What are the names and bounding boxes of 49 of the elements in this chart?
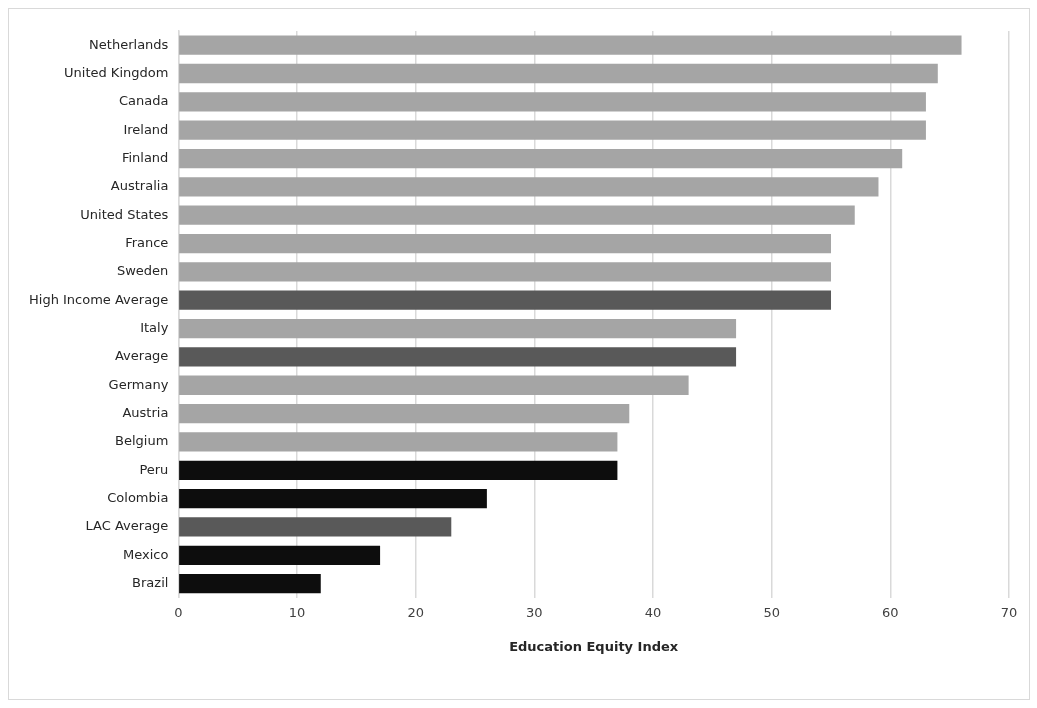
x-tick-label: 0 bbox=[174, 604, 183, 620]
bar bbox=[179, 177, 879, 197]
bar bbox=[179, 63, 938, 84]
bar bbox=[179, 517, 452, 537]
y-tick-label: Colombia bbox=[107, 489, 169, 505]
bar bbox=[179, 375, 689, 395]
bar bbox=[179, 233, 832, 254]
y-tick-label: Germany bbox=[108, 376, 169, 392]
y-tick-label: Average bbox=[114, 348, 169, 364]
y-tick-label: Sweden bbox=[116, 263, 169, 279]
y-tick-label: Australia bbox=[110, 178, 169, 194]
y-tick-label: Canada bbox=[118, 93, 169, 109]
x-tick-label: 50 bbox=[763, 604, 780, 620]
x-tick-label: 40 bbox=[644, 604, 662, 620]
bar bbox=[179, 545, 381, 565]
y-tick-label: United States bbox=[80, 206, 169, 222]
y-tick-label: Belgium bbox=[115, 433, 169, 449]
x-tick-label: 30 bbox=[526, 604, 543, 620]
bar bbox=[179, 488, 487, 509]
bar bbox=[179, 92, 926, 112]
x-tick-label: 10 bbox=[288, 604, 306, 620]
x-tick-label: 60 bbox=[882, 604, 899, 620]
y-tick-label: Ireland bbox=[123, 121, 169, 137]
y-tick-label: Austria bbox=[122, 404, 169, 420]
x-axis-title: Education Equity Index bbox=[509, 638, 679, 654]
bar bbox=[179, 432, 618, 452]
bar bbox=[179, 290, 832, 310]
bar bbox=[179, 460, 618, 480]
y-tick-label: Italy bbox=[140, 319, 169, 335]
bar bbox=[179, 205, 855, 225]
y-tick-label: Finland bbox=[121, 149, 169, 165]
bar bbox=[179, 573, 321, 594]
bar bbox=[179, 403, 630, 424]
y-tick-label: France bbox=[125, 234, 169, 250]
y-tick-label: Mexico bbox=[122, 546, 169, 562]
bar bbox=[179, 148, 903, 169]
y-tick-label: Netherlands bbox=[89, 36, 169, 52]
bar bbox=[179, 120, 926, 140]
y-tick-label: Brazil bbox=[132, 575, 169, 591]
bar bbox=[179, 35, 962, 55]
bar bbox=[179, 318, 737, 339]
x-tick-label: 20 bbox=[407, 604, 424, 620]
y-tick-label: Peru bbox=[139, 461, 169, 477]
y-tick-label: LAC Average bbox=[85, 518, 169, 534]
y-tick-label: United Kingdom bbox=[64, 64, 169, 80]
bar bbox=[179, 262, 832, 282]
bar bbox=[179, 347, 737, 367]
x-tick-label: 70 bbox=[1000, 604, 1018, 620]
y-tick-label: High Income Average bbox=[28, 291, 169, 307]
